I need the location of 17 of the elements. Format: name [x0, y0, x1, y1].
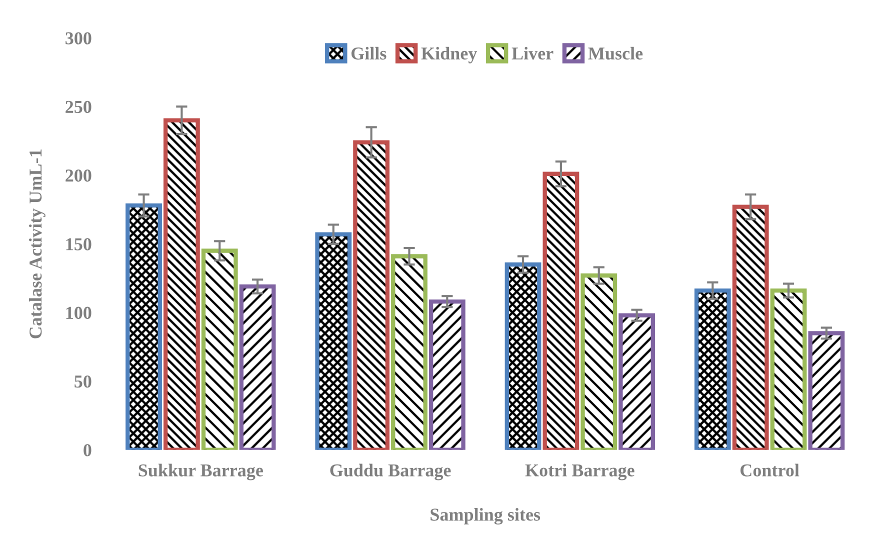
x-tick-label: Sukkur Barrage: [138, 464, 263, 480]
y-tick-label: 200: [66, 170, 92, 182]
y-axis-title: Catalase Activity UmL-1: [29, 150, 46, 338]
y-tick-label: 300: [66, 32, 92, 44]
legend-label: Liver: [512, 46, 554, 60]
x-tick-label: Kotri Barrage: [525, 464, 634, 480]
legend-label: Muscle: [588, 46, 643, 60]
x-tick-label: Control: [740, 464, 800, 476]
y-tick-label: 150: [66, 238, 92, 250]
y-tick-label: 100: [66, 306, 92, 319]
y-tick-label: 0: [84, 444, 92, 456]
legend-label: Gills: [351, 46, 386, 60]
x-tick-label: Guddu Barrage: [330, 464, 451, 480]
y-tick-label: 250: [66, 100, 92, 114]
y-tick-label: 50: [74, 375, 92, 388]
x-axis-title: Sampling sites: [430, 508, 540, 525]
legend-label: Kidney: [421, 46, 478, 64]
